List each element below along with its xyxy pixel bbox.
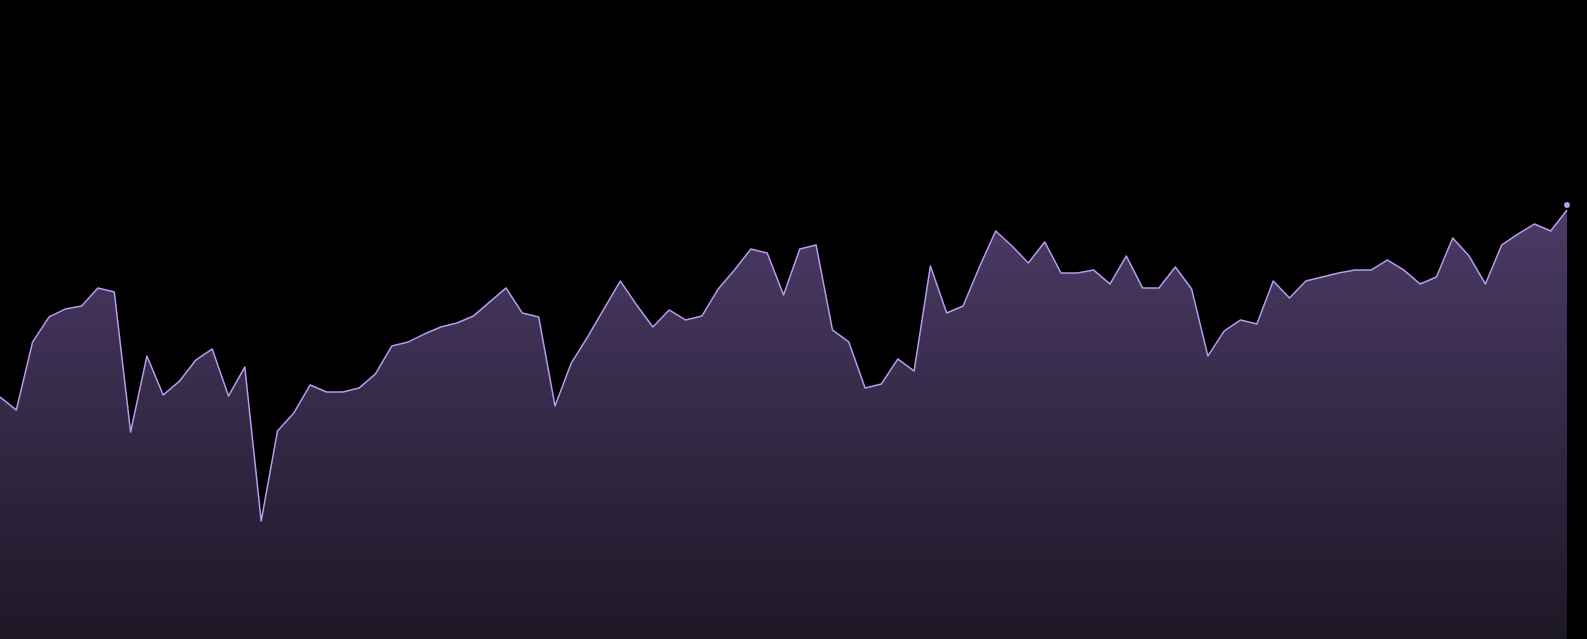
area-fill bbox=[0, 210, 1567, 639]
end-dot bbox=[1564, 202, 1570, 208]
area-line bbox=[0, 209, 1568, 522]
